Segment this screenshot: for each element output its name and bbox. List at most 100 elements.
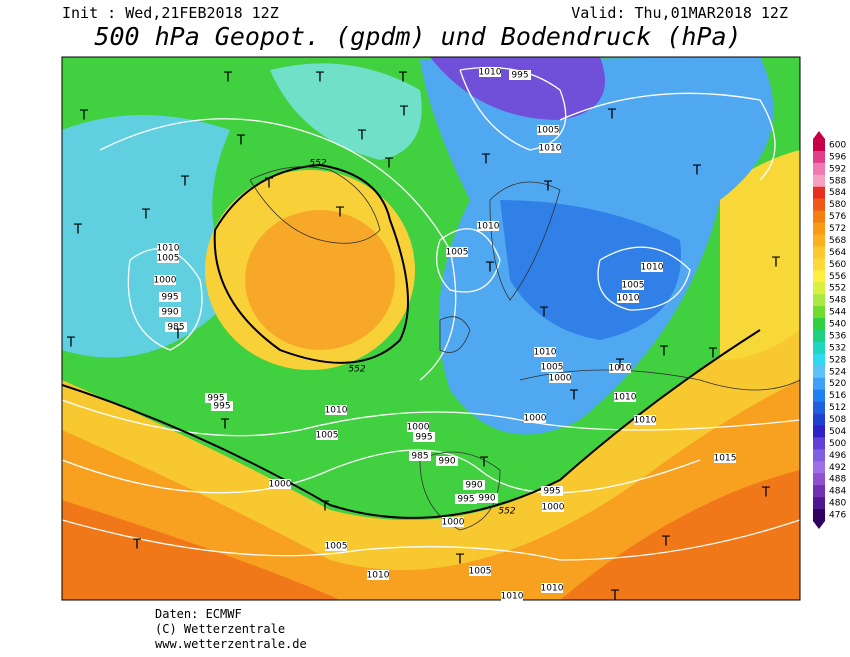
colorbar-swatch	[813, 318, 825, 331]
low-marker: T	[66, 336, 75, 351]
colorbar-label: 572	[829, 224, 846, 234]
colorbar-swatch	[813, 162, 825, 176]
colorbar-label: 480	[829, 499, 846, 509]
low-marker: T	[132, 538, 141, 553]
warm-region	[720, 150, 800, 360]
cold-region	[270, 63, 422, 161]
colorbar-label: 516	[829, 391, 846, 401]
isobar-label-box	[159, 307, 181, 317]
colorbar-swatch	[813, 341, 825, 355]
colorbar-swatch	[813, 234, 825, 247]
colorbar-label: 592	[829, 164, 846, 174]
isobar-label-box	[367, 570, 389, 580]
isobar-label-box	[501, 591, 523, 601]
colorbar-swatch	[813, 222, 825, 235]
isobar-label-box	[407, 422, 429, 432]
low-marker: T	[384, 157, 393, 172]
low-marker: T	[761, 486, 770, 501]
contour-552	[62, 329, 761, 519]
colorbar-arrow	[813, 521, 825, 529]
isobar-label: 1005	[537, 126, 560, 136]
colorbar-label: 488	[829, 475, 846, 485]
low-marker: T	[236, 134, 245, 149]
colorbar-label: 476	[829, 511, 846, 521]
isobar-label-box	[541, 583, 563, 593]
isobar-label-box	[634, 415, 656, 425]
colorbar-swatch	[813, 294, 825, 307]
colorbar-swatch	[813, 497, 825, 510]
colorbar-label: 596	[829, 152, 846, 162]
isobar-label: 990	[161, 308, 178, 318]
colorbar-swatch	[813, 473, 825, 486]
isobar-label: 1000	[524, 414, 547, 424]
isobar-label: 1000	[269, 480, 292, 490]
colorbar-swatch	[813, 174, 825, 188]
colorbar-swatch	[813, 210, 825, 223]
colorbar-arrow	[813, 131, 825, 139]
colorbar-label: 600	[829, 140, 846, 150]
isobar-label: 1010	[641, 263, 664, 273]
low-marker: T	[141, 208, 150, 223]
isobar-label-box	[211, 401, 233, 411]
isobar-label-box	[442, 517, 464, 527]
isobar-label-box	[325, 541, 347, 551]
isobar-label-box	[455, 494, 477, 504]
colorbar-label: 560	[829, 260, 846, 270]
colorbar-label: 576	[829, 212, 846, 222]
isobar-label: 1010	[479, 68, 502, 78]
isobar-label: 985	[411, 452, 428, 462]
isobar-label-box	[714, 453, 736, 463]
colorbar-swatch	[813, 353, 825, 367]
low-marker: T	[479, 456, 488, 471]
colorbar-swatch	[813, 198, 825, 211]
isobar-label-box	[542, 502, 564, 512]
colorbar-swatch	[813, 401, 825, 414]
isobar-label: 1005	[622, 281, 645, 291]
colorbar-label: 504	[829, 427, 846, 437]
valid-time: Valid: Thu,01MAR2018 12Z	[571, 4, 788, 22]
high-region	[245, 210, 395, 350]
colorbar-label: 540	[829, 320, 846, 330]
isobar-label-box	[479, 67, 501, 77]
isobar-label-box	[157, 253, 179, 263]
isobar-label-box	[316, 430, 338, 440]
colorbar: 600 596 592 588 584 580 576 572 568 564 560 556 552 5…	[813, 131, 846, 529]
colorbar-swatch	[813, 449, 825, 462]
map-title: 500 hPa Geopot. (gpdm) und Bodendruck (h…	[94, 22, 741, 51]
isobar-label-box	[409, 451, 431, 461]
colorbar-label: 584	[829, 188, 846, 198]
isobar-label-box	[476, 493, 498, 503]
colorbar-swatch	[813, 461, 825, 474]
isobar-label: 1010	[534, 348, 557, 358]
colorbar-swatch	[813, 246, 825, 259]
isobar-label: 1010	[609, 364, 632, 374]
website: www.wetterzentrale.de	[155, 637, 307, 651]
geopotential-label: 552	[348, 365, 365, 375]
low-marker: T	[615, 358, 624, 373]
isobar-label: 1010	[541, 584, 564, 594]
colorbar-label: 528	[829, 355, 846, 365]
low-marker: T	[320, 500, 329, 515]
low-marker: T	[661, 535, 670, 550]
low-marker: T	[485, 261, 494, 276]
colorbar-label: 500	[829, 439, 846, 449]
isobar-label: 1000	[407, 423, 430, 433]
isobar-label-box	[157, 243, 179, 253]
colorbar-label: 492	[829, 463, 846, 473]
isobar-label-box	[509, 70, 531, 80]
coastlines	[249, 166, 800, 531]
isobar-label: 1010	[157, 244, 180, 254]
isobar-label: 1010	[477, 222, 500, 232]
low-marker: T	[220, 418, 229, 433]
map-labels: 1010 995100510101010100510009959909851005…	[66, 67, 780, 604]
low-marker: T	[180, 175, 189, 190]
low-marker: T	[173, 328, 182, 343]
isobar-label: 1005	[446, 248, 469, 258]
low-marker: T	[610, 589, 619, 604]
colorbar-swatch	[813, 365, 825, 379]
colorbar-swatch	[813, 306, 825, 319]
isobar-label-box	[269, 479, 291, 489]
isobar-label: 995	[161, 293, 178, 303]
isobar-label-box	[641, 262, 663, 272]
isobar-label: 1010	[614, 393, 637, 403]
